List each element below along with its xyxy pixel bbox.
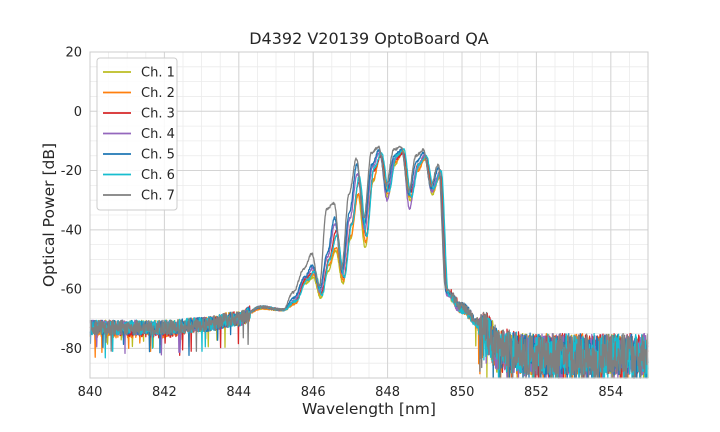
- legend-entry: Ch. 7: [141, 189, 175, 204]
- series-lines: [89, 145, 649, 379]
- legend-entry: Ch. 2: [141, 86, 175, 101]
- y-axis-title: Optical Power [dB]: [40, 143, 58, 287]
- legend-entry: Ch. 5: [141, 148, 175, 163]
- y-tick-label: 0: [74, 105, 82, 120]
- chart-title: D4392 V20139 OptoBoard QA: [249, 29, 489, 48]
- legend: Ch. 1 Ch. 2 Ch. 3 Ch. 4 Ch. 5 Ch. 6 Ch. 7: [96, 57, 178, 211]
- series-line: [89, 145, 649, 379]
- x-tick-label: 842: [152, 385, 177, 400]
- x-axis-title: Wavelength [nm]: [302, 400, 436, 418]
- y-tick-label: -60: [61, 283, 82, 298]
- x-tick-label: 844: [226, 385, 251, 400]
- x-tick-label: 840: [78, 385, 103, 400]
- legend-entry: Ch. 6: [141, 168, 175, 183]
- x-tick-label: 846: [301, 385, 326, 400]
- x-tick-label: 854: [598, 385, 623, 400]
- y-tick-label: 20: [65, 46, 82, 61]
- y-tick-label: -80: [61, 342, 82, 357]
- tick-labels: 840 842 844 846 848 850 852 854 -80 -60 -40 -20 0 20: [61, 46, 623, 401]
- legend-entry: Ch. 1: [141, 66, 175, 81]
- x-tick-label: 850: [450, 385, 475, 400]
- legend-entry: Ch. 3: [141, 107, 175, 122]
- x-tick-label: 852: [524, 385, 549, 400]
- y-tick-label: -20: [61, 164, 82, 179]
- y-tick-label: -40: [61, 223, 82, 238]
- x-tick-label: 848: [375, 385, 400, 400]
- legend-entry: Ch. 4: [141, 127, 175, 142]
- legend-box: [96, 57, 178, 211]
- plot-frame: [89, 51, 649, 379]
